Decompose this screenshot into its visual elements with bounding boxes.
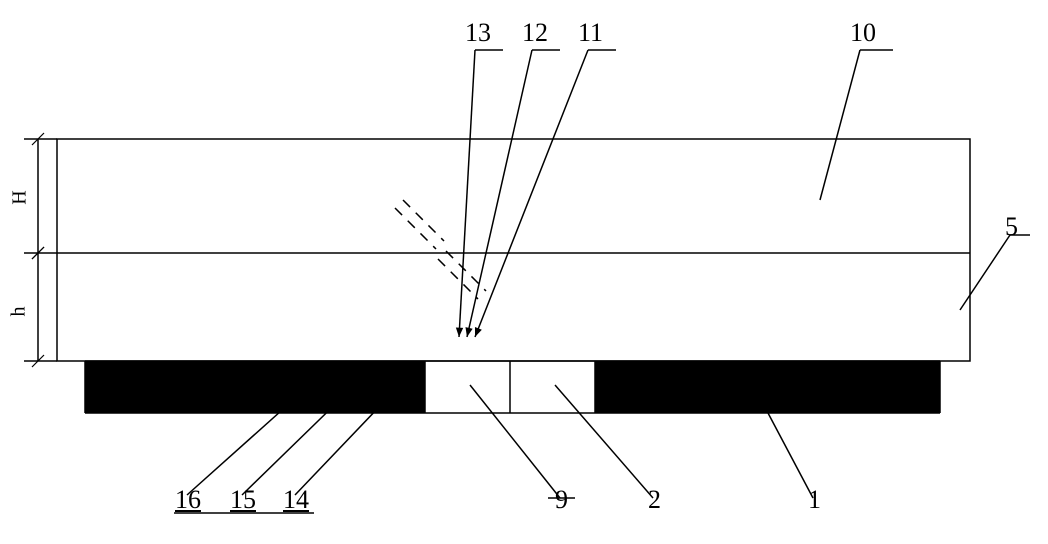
label-16: 16 <box>175 485 201 515</box>
label-12: 12 <box>522 18 548 48</box>
label-10: 10 <box>850 18 876 48</box>
label-11: 11 <box>578 18 603 48</box>
label-13: 13 <box>465 18 491 48</box>
dim-label-H: H <box>9 190 32 204</box>
diagram-svg <box>0 0 1048 544</box>
label-9: 9 <box>555 485 568 515</box>
label-1: 1 <box>808 485 821 515</box>
label-5: 5 <box>1005 212 1018 242</box>
label-14: 14 <box>283 485 309 515</box>
dim-label-h: h <box>8 307 31 317</box>
label-15: 15 <box>230 485 256 515</box>
label-2: 2 <box>648 485 661 515</box>
